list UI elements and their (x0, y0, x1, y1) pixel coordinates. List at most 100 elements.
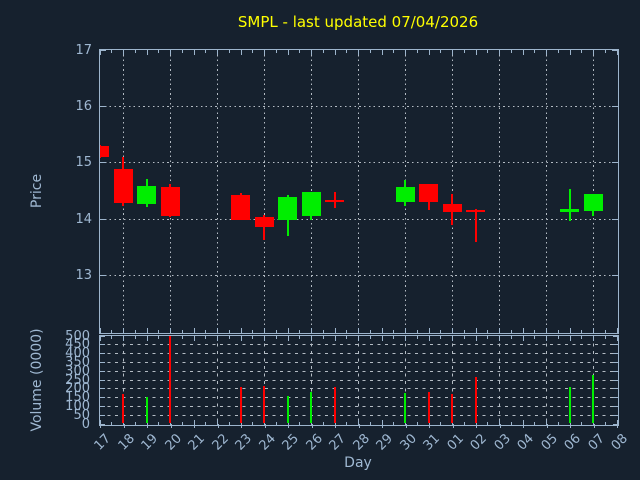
day-gridline-07 (593, 49, 594, 333)
x-major-tick (193, 335, 195, 341)
x-minor-tick (134, 421, 136, 425)
volume-tick (612, 397, 618, 399)
candle-17 (99, 145, 109, 158)
x-major-tick (452, 335, 453, 341)
volume-tick-label-350: 350 (65, 354, 90, 370)
x-major-tick (452, 327, 453, 333)
x-minor-tick (510, 49, 512, 53)
x-major-tick-out (147, 424, 148, 428)
x-minor-tick (416, 49, 418, 53)
x-major-tick (522, 49, 524, 55)
x-minor-tick (205, 421, 207, 425)
day-tick-label-08: 08 (608, 431, 631, 454)
volume-axis-label: Volume (0000) (29, 328, 45, 432)
volume-bar-25 (286, 396, 289, 424)
price-tick (99, 162, 106, 164)
day-tick-label-17: 17 (91, 431, 114, 454)
x-major-tick-out (593, 424, 595, 428)
x-minor-tick (205, 329, 207, 333)
x-major-tick (616, 49, 618, 55)
day-tick-label-03: 03 (491, 431, 514, 454)
x-minor-tick (604, 421, 606, 425)
x-major-tick (123, 335, 124, 341)
candle-27 (325, 199, 344, 203)
volume-tick (99, 335, 105, 337)
x-major-tick-out (617, 424, 618, 428)
day-tick-label-06: 06 (561, 431, 584, 454)
x-major-tick (99, 335, 101, 341)
volume-bar-23 (239, 387, 242, 424)
volume-tick (612, 414, 618, 416)
volume-tick (99, 405, 105, 407)
x-major-tick (428, 49, 430, 55)
day-gridline-03 (499, 335, 500, 425)
volume-tick (99, 397, 105, 399)
x-minor-tick (440, 49, 442, 53)
volume-tick (99, 423, 105, 425)
x-minor-tick (487, 329, 489, 333)
x-major-tick (616, 335, 618, 341)
x-major-tick (311, 327, 312, 333)
volume-bar-07 (592, 375, 594, 424)
price-tick-label-17: 17 (75, 42, 92, 58)
candle-31 (419, 184, 438, 203)
x-major-tick (381, 419, 383, 425)
day-tick-label-19: 19 (138, 431, 161, 454)
volume-bar-18 (122, 393, 124, 424)
x-major-tick (499, 327, 500, 333)
price-tick-label-13: 13 (75, 268, 92, 284)
volume-bar-31 (427, 391, 430, 424)
candle-19 (137, 185, 156, 205)
x-minor-tick (463, 335, 465, 339)
x-minor-tick (510, 335, 512, 339)
x-major-tick (522, 327, 524, 333)
x-minor-tick (604, 335, 606, 339)
x-minor-tick (228, 49, 230, 53)
volume-bar-27 (333, 386, 336, 424)
x-major-tick (146, 327, 148, 333)
volume-tick (99, 344, 105, 346)
candle-23 (231, 195, 250, 220)
x-major-tick (358, 335, 359, 341)
x-major-tick (452, 49, 453, 55)
x-major-tick (475, 49, 477, 55)
x-major-tick (217, 327, 218, 333)
volume-tick-label-0: 0 (81, 416, 90, 432)
x-minor-tick (299, 421, 301, 425)
x-minor-tick (322, 329, 324, 333)
x-minor-tick (510, 329, 512, 333)
volume-tick-label-200: 200 (65, 381, 90, 397)
x-minor-tick (534, 335, 536, 339)
x-major-tick (546, 49, 547, 55)
volume-tick (612, 388, 618, 390)
day-gridline-30 (405, 335, 406, 425)
x-major-tick (381, 335, 383, 341)
x-minor-tick (111, 335, 113, 339)
day-tick-label-04: 04 (514, 431, 537, 454)
volume-tick-label-150: 150 (65, 390, 90, 406)
x-major-tick-out (194, 424, 195, 428)
x-minor-tick (252, 335, 254, 339)
x-minor-tick (440, 335, 442, 339)
day-gridline-28 (358, 335, 359, 425)
volume-bar-19 (145, 397, 148, 424)
x-minor-tick (299, 329, 301, 333)
day-gridline-03 (499, 49, 500, 333)
price-tick-label-15: 15 (75, 155, 92, 171)
x-major-tick-out (123, 424, 125, 428)
candle-07 (583, 193, 603, 212)
price-tick-label-16: 16 (75, 98, 92, 114)
x-minor-tick (604, 49, 606, 53)
x-major-tick-out (335, 424, 336, 428)
volume-tick (99, 388, 105, 390)
price-tick (611, 105, 618, 107)
x-minor-tick (275, 335, 277, 339)
day-tick-label-05: 05 (538, 431, 561, 454)
day-gridline-26 (311, 335, 312, 425)
x-major-tick (593, 327, 594, 333)
candle-wick-06 (568, 189, 571, 221)
x-minor-tick (487, 335, 489, 339)
price-panel (98, 48, 619, 334)
x-major-tick-out (100, 424, 101, 428)
